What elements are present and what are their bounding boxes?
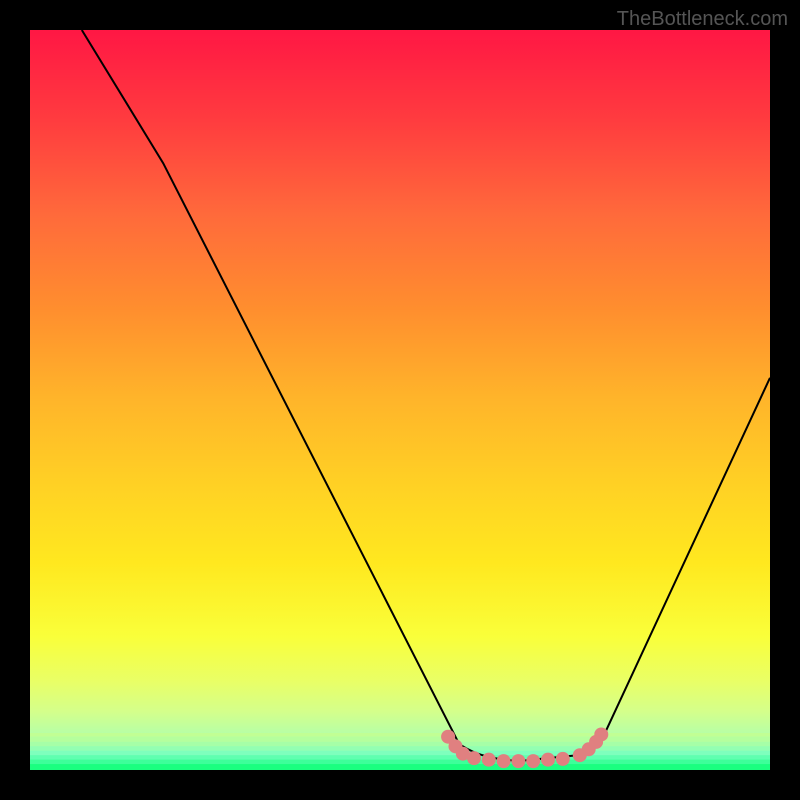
data-dots xyxy=(0,0,800,800)
watermark-text: TheBottleneck.com xyxy=(617,8,788,31)
chart-container: { "watermark": { "text": "TheBottleneck.… xyxy=(0,0,800,800)
